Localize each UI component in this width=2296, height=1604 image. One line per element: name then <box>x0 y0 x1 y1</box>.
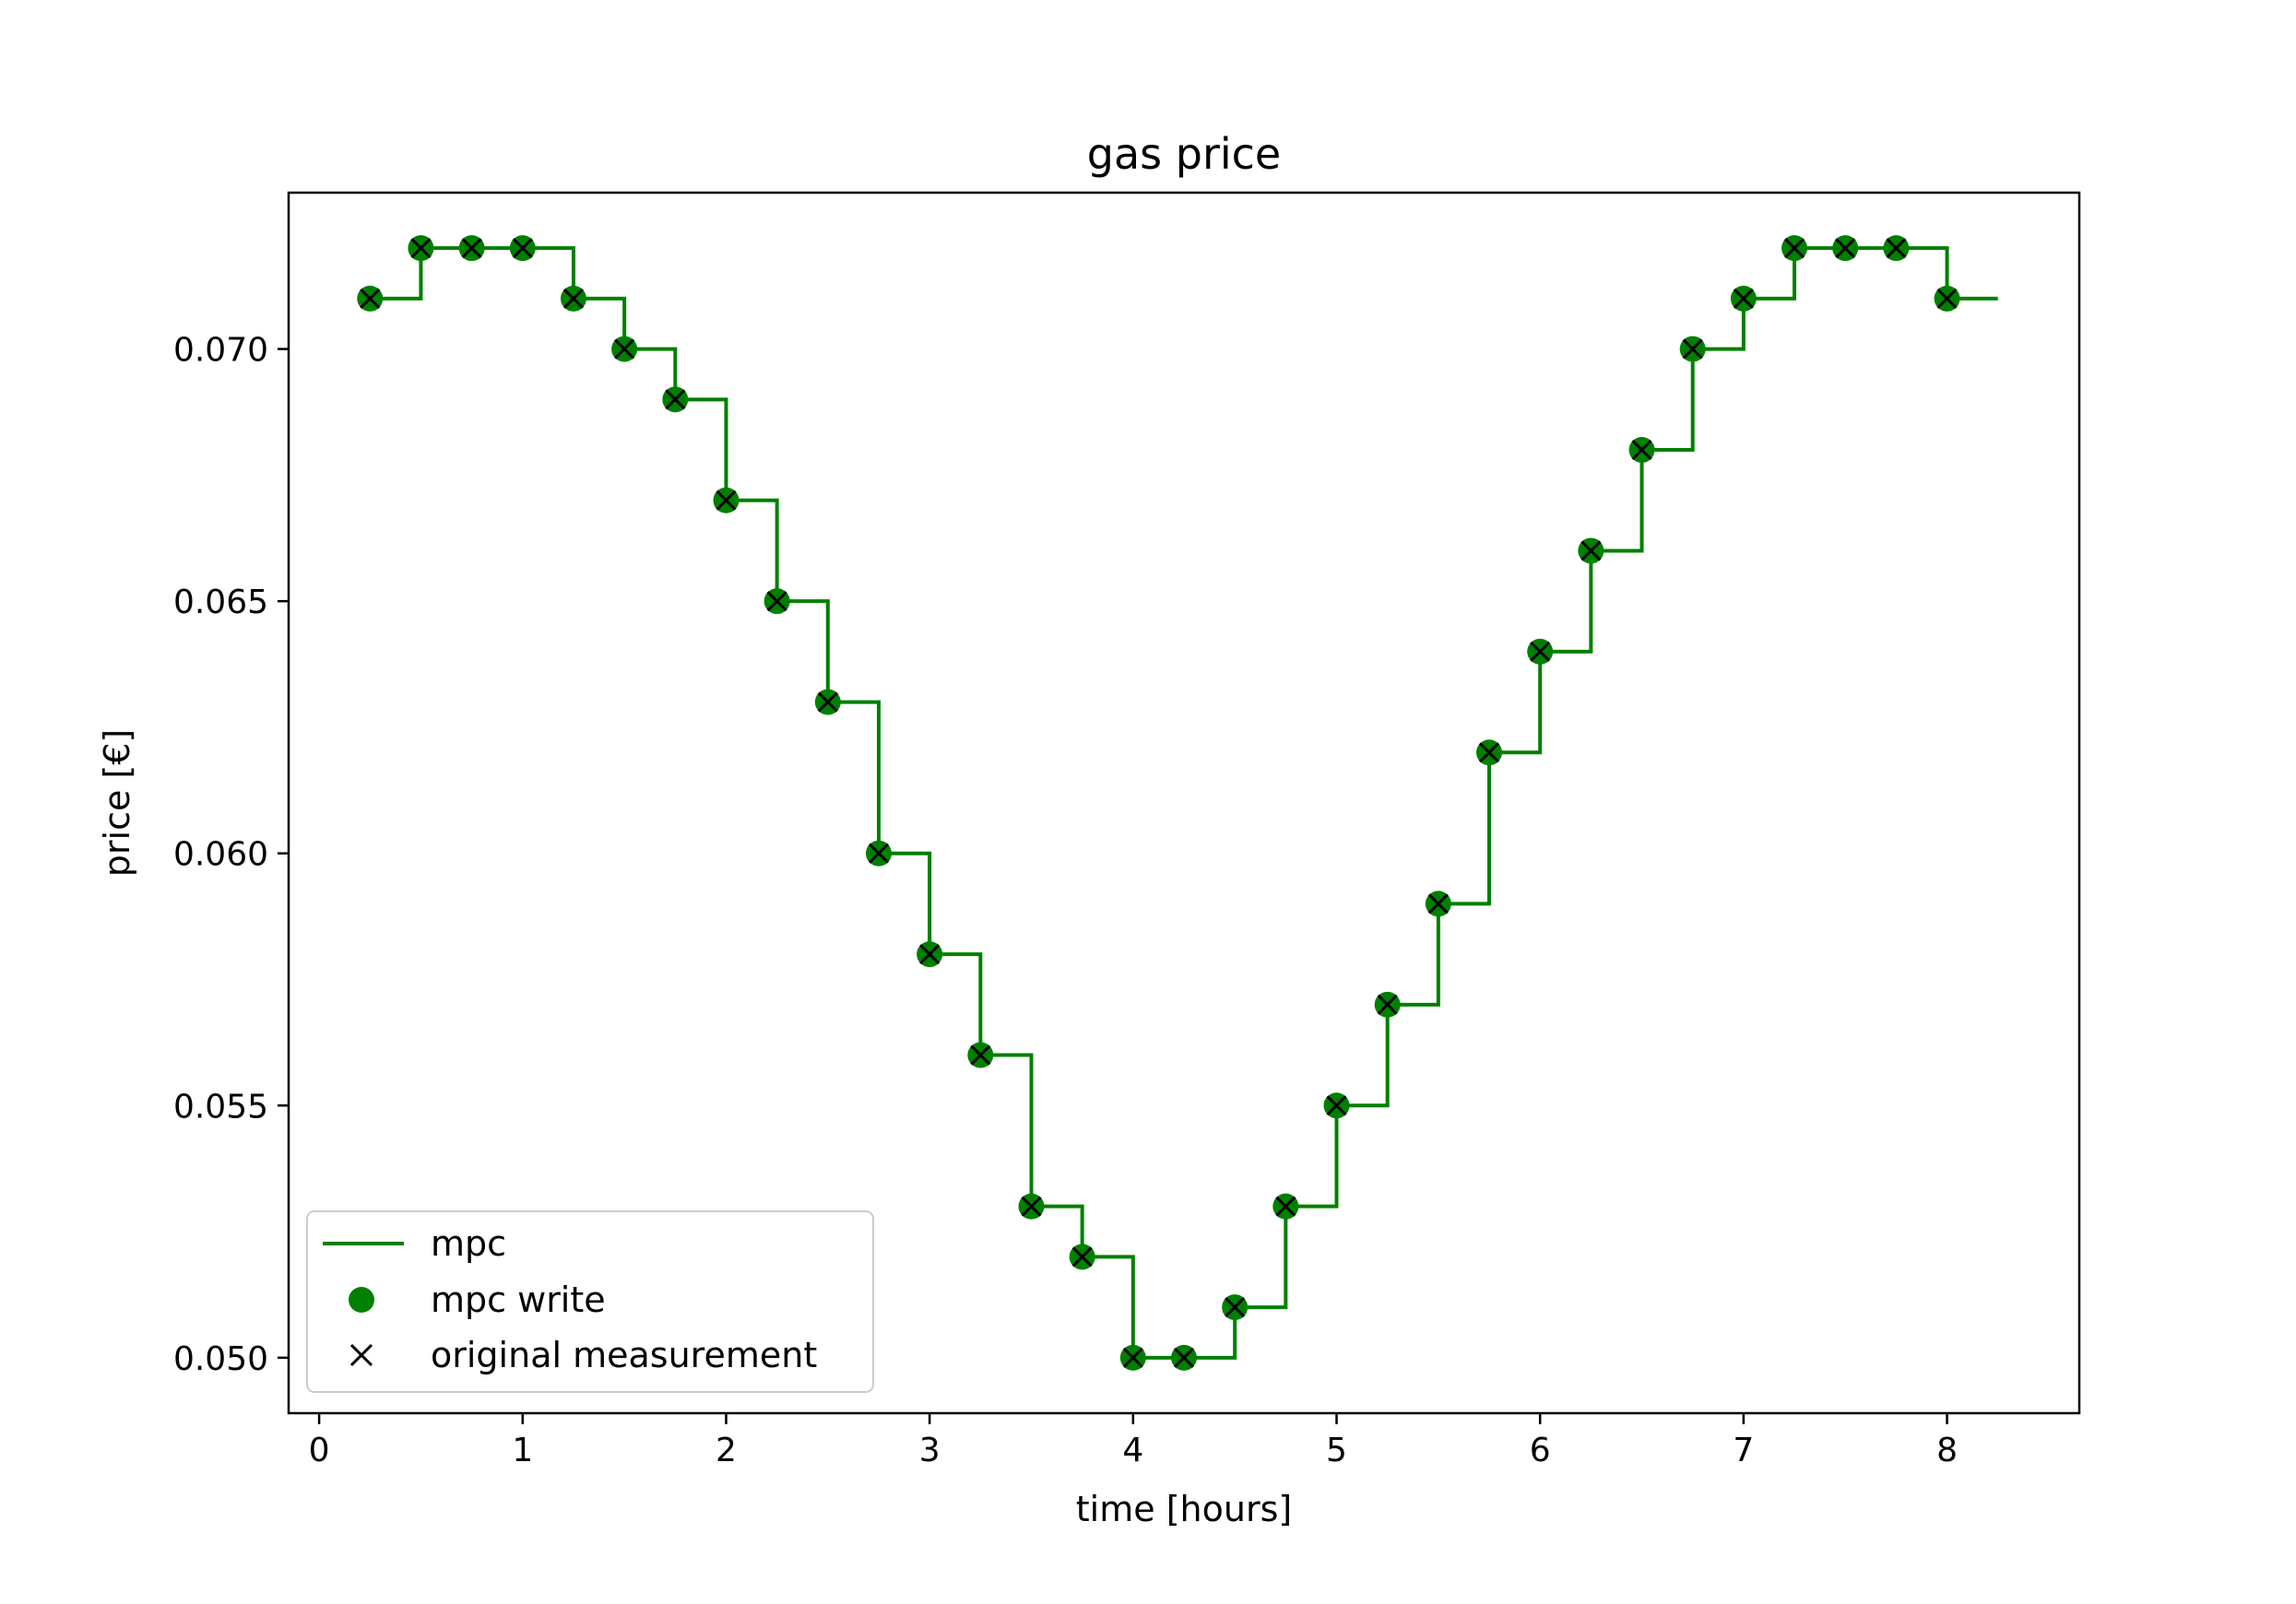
original-measurement-point <box>1122 1347 1143 1368</box>
original-measurement-point <box>1682 338 1703 360</box>
x-axis: 0 1 2 3 4 5 6 7 8 <box>309 1413 1958 1469</box>
original-measurement-point <box>766 591 787 612</box>
legend-label-original-measurement: original measurement <box>431 1335 817 1375</box>
original-measurement-point <box>1225 1297 1246 1318</box>
x-axis-label: time [hours] <box>1076 1489 1292 1529</box>
original-measurement-point <box>1071 1246 1093 1268</box>
original-measurement-point <box>665 389 686 410</box>
original-measurement-point <box>1021 1196 1042 1217</box>
original-measurement-point <box>1173 1347 1195 1368</box>
legend-x-swatch <box>349 1343 373 1367</box>
original-measurement-point <box>868 843 890 864</box>
original-measurement-point <box>1733 288 1754 309</box>
legend-box <box>306 1210 874 1393</box>
x-tick-label: 0 <box>309 1432 330 1469</box>
legend: mpc mpc write original measurement <box>306 1210 874 1393</box>
x-tick-label: 7 <box>1733 1432 1754 1469</box>
x-tick-label: 5 <box>1326 1432 1347 1469</box>
plot-frame <box>287 191 2081 1415</box>
y-tick-label: 0.070 <box>173 332 268 370</box>
y-axis-label: price [€] <box>97 729 137 877</box>
y-tick-label: 0.060 <box>173 836 268 874</box>
original-measurement-point <box>614 338 635 360</box>
original-measurement-point <box>919 944 941 965</box>
original-measurement-point <box>1427 893 1449 914</box>
original-measurement-point <box>461 238 482 259</box>
plot-area <box>357 235 1998 1371</box>
original-measurement-point <box>360 288 381 309</box>
original-measurement-point <box>1478 742 1500 763</box>
y-axis: 0.050 0.055 0.060 0.065 0.070 <box>173 332 289 1378</box>
original-measurement-point <box>410 238 432 259</box>
original-measurement-point <box>1530 641 1551 662</box>
original-measurement-point <box>1631 439 1652 461</box>
original-measurement-point <box>716 489 737 511</box>
x-tick-label: 3 <box>919 1432 941 1469</box>
chart-title: gas price <box>1087 129 1281 179</box>
original-measurement-point <box>1580 540 1602 561</box>
original-measurement-point <box>1835 238 1856 259</box>
y-tick-label: 0.050 <box>173 1340 268 1378</box>
original-measurement-point <box>970 1044 991 1066</box>
y-tick-label: 0.065 <box>173 584 268 621</box>
original-measurement-point <box>512 238 533 259</box>
legend-label-mpc-write: mpc write <box>431 1280 606 1320</box>
x-tick-label: 6 <box>1530 1432 1551 1469</box>
y-tick-label: 0.055 <box>173 1088 268 1126</box>
x-tick-label: 4 <box>1122 1432 1143 1469</box>
original-measurement-point <box>1886 238 1907 259</box>
legend-circle-swatch <box>349 1287 374 1313</box>
mpc-step-line <box>370 246 1998 1360</box>
x-tick-label: 1 <box>512 1432 533 1469</box>
original-measurement-point <box>562 288 585 309</box>
x-tick-label: 2 <box>716 1432 737 1469</box>
original-measurement-point <box>1377 994 1398 1015</box>
original-measurement-point <box>817 691 838 713</box>
original-measurement-point <box>1936 288 1958 309</box>
legend-label-mpc: mpc <box>431 1223 506 1264</box>
original-measurement-point <box>1783 238 1805 259</box>
original-measurement-point <box>1326 1095 1347 1116</box>
x-tick-label: 8 <box>1936 1432 1958 1469</box>
original-measurement-point <box>1275 1196 1296 1217</box>
